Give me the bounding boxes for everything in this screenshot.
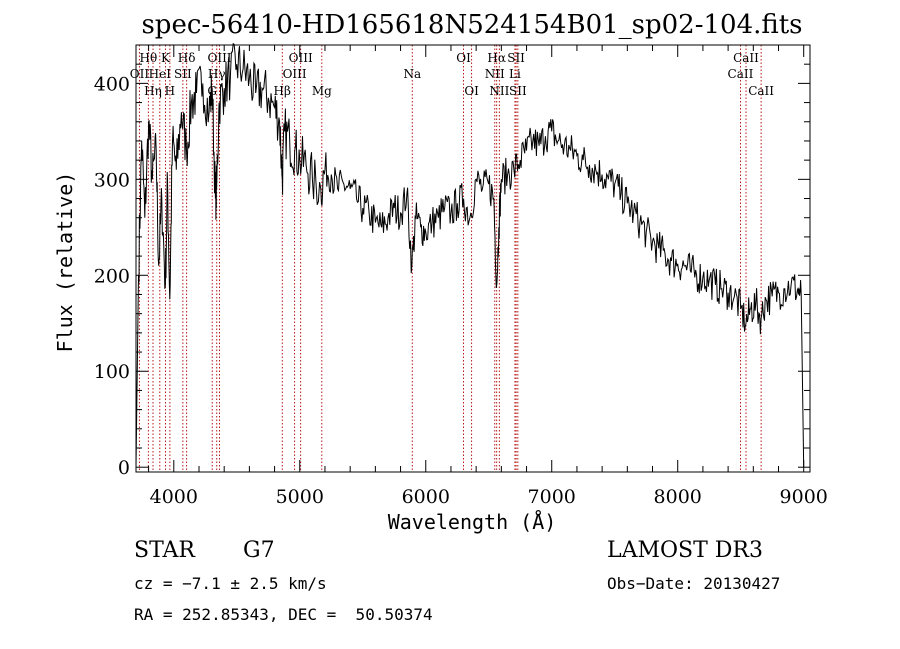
x-tick-label: 5000 [276,486,324,508]
line-label: NII [485,67,505,81]
line-label: Na [403,67,421,81]
line-label: Hθ [139,51,157,65]
y-tick-label: 400 [94,73,130,95]
line-label: Hδ [178,51,196,65]
line-label: Hβ [274,84,291,98]
line-label: H [165,84,175,98]
line-label: OI [464,84,479,98]
spectral-subclass: G7 [243,538,275,563]
line-label: OIII [283,67,307,81]
line-label: Mg [312,84,332,98]
object-type: STAR [134,538,195,563]
spectrum-chart: spec-56410-HD165618N524154B01_sp02-104.f… [53,10,828,534]
line-label: CaII [728,67,754,81]
line-label: OIII [207,51,231,65]
line-markers [138,45,762,472]
line-label: Hη [144,84,162,98]
line-label: SII [509,84,527,98]
chart-title: spec-56410-HD165618N524154B01_sp02-104.f… [141,10,802,40]
x-axis-label: Wavelength (Å) [388,510,557,534]
x-tick-label: 7000 [528,486,576,508]
x-tick-label: 8000 [654,486,702,508]
x-tick-label: 6000 [402,486,450,508]
line-label: HeI [149,67,172,81]
survey-name: LAMOST DR3 [607,538,763,563]
y-axis: 0 100 200 300 400 [94,63,810,479]
y-tick-label: 200 [94,265,130,287]
x-tick-label: 4000 [150,486,198,508]
line-label: OIII [289,51,313,65]
plot-frame [135,44,811,473]
spectrum-line [135,42,805,468]
line-label: CaII [748,84,774,98]
line-label: SII [507,51,525,65]
line-label: K [161,51,171,65]
x-axis: 4000 5000 6000 7000 8000 9000 [148,45,828,508]
y-tick-label: 300 [94,169,130,191]
line-label: Hα [487,51,506,65]
line-label: OII [130,67,150,81]
line-label: CaII [733,51,759,65]
x-tick-label: 9000 [780,486,828,508]
cz-readout: cz = −7.1 ± 2.5 km/s [134,574,327,593]
line-label: Hγ [208,67,226,81]
line-label: OI [456,51,471,65]
obs-date: Obs−Date: 20130427 [607,574,781,593]
y-tick-label: 100 [94,361,130,383]
line-label: SII [174,67,192,81]
coordinates: RA = 252.85343, DEC = 50.50374 [134,605,433,624]
line-label: Li [509,67,521,81]
line-label: NII [489,84,509,98]
y-axis-label: Flux (relative) [53,172,77,353]
y-tick-label: 0 [118,457,130,479]
